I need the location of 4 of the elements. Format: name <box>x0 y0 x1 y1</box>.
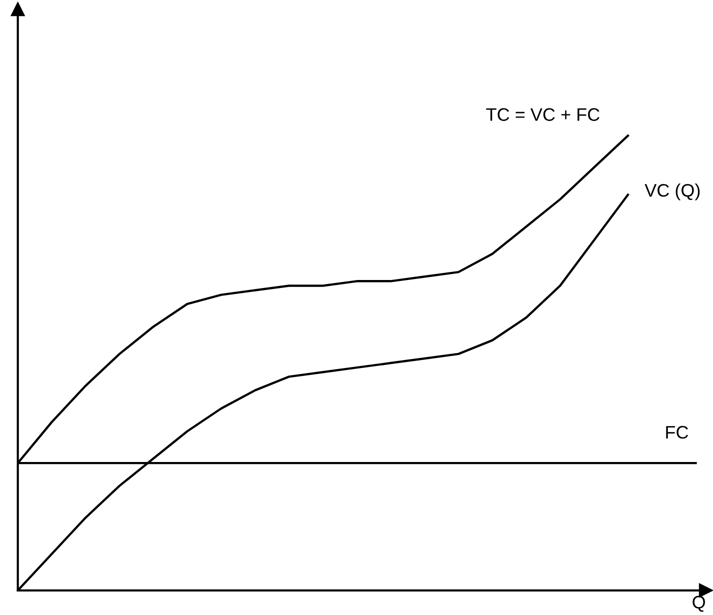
series-label: FC <box>666 426 688 439</box>
series-label: VC (Q) <box>644 183 700 200</box>
series-label: TC = VC + FC <box>486 108 600 121</box>
x-axis-title: Q <box>692 596 706 612</box>
